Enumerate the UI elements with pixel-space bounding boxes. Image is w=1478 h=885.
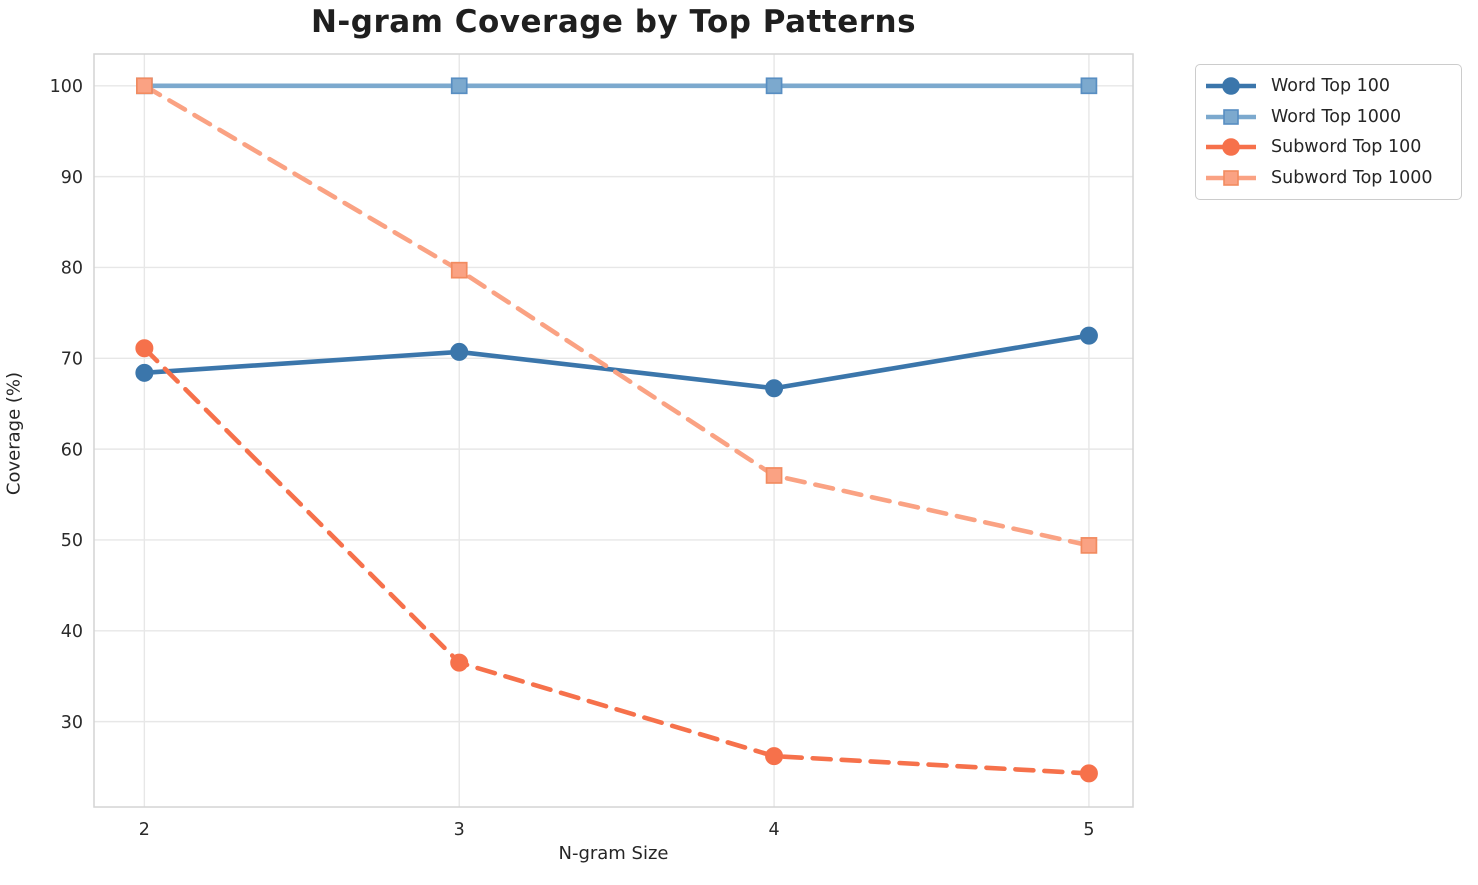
y-tick-label: 100 [50,77,83,97]
x-tick-label: 4 [769,820,780,840]
legend-item-word-top-100: Word Top 100 [1204,71,1451,102]
data-point-subword-top-100 [765,747,784,766]
data-point-word-top-100 [765,379,784,398]
data-point-word-top-100 [135,363,154,382]
series-line-subword-top-1000 [142,83,1092,548]
legend-swatch-word-top-1000 [1206,108,1256,125]
legend: Word Top 100 Word Top 1000 Subword Top 100… [1195,64,1462,200]
data-point-subword-top-100 [135,339,154,358]
x-axis-label: N-gram Size [558,843,669,864]
data-point-subword-top-1000 [1080,537,1098,554]
legend-item-label: Subword Top 100 [1271,137,1422,158]
legend-swatch-word-top-100 [1206,77,1256,96]
x-tick-label: 2 [139,820,150,840]
data-point-subword-top-100 [450,653,469,672]
legend-item-label: Subword Top 1000 [1271,167,1433,188]
chart-title: N-gram Coverage by Top Patterns [310,4,917,40]
legend-item-label: Word Top 1000 [1271,106,1402,127]
y-tick-label: 80 [61,259,83,279]
legend-item-subword-top-1000: Subword Top 1000 [1204,163,1451,194]
legend-swatch-subword-top-1000 [1206,169,1256,186]
y-axis-label: Coverage (%) [3,371,25,496]
circle-marker-icon [1222,138,1240,157]
data-point-word-top-100 [450,342,469,361]
y-tick-label: 30 [61,713,83,733]
legend-item-word-top-1000: Word Top 1000 [1204,102,1451,133]
circle-marker-icon [1222,77,1240,96]
data-point-subword-top-1000 [450,261,468,279]
x-tick-label: 3 [454,820,465,840]
square-marker-icon [1223,169,1239,186]
legend-item-subword-top-100: Subword Top 100 [1204,132,1451,163]
square-marker-icon [1223,108,1239,125]
y-tick-label: 70 [61,349,83,369]
data-point-subword-top-1000 [136,77,153,95]
y-tick-label: 50 [61,531,83,551]
y-tick-label: 90 [61,168,83,188]
data-point-word-top-1000 [450,77,468,95]
legend-swatch-subword-top-100 [1206,138,1256,157]
data-point-word-top-100 [1079,326,1098,345]
data-point-word-top-1000 [765,77,783,95]
series-line-subword-top-100 [142,345,1092,776]
data-point-word-top-1000 [1080,77,1098,95]
y-tick-label: 40 [61,622,83,642]
plot-border [93,53,1134,808]
data-point-subword-top-1000 [765,467,783,484]
y-tick-label: 60 [61,440,83,460]
data-point-subword-top-100 [1079,764,1098,783]
series-line-word-top-100 [142,333,1092,391]
legend-item-label: Word Top 100 [1271,76,1391,97]
x-tick-label: 5 [1083,820,1094,840]
